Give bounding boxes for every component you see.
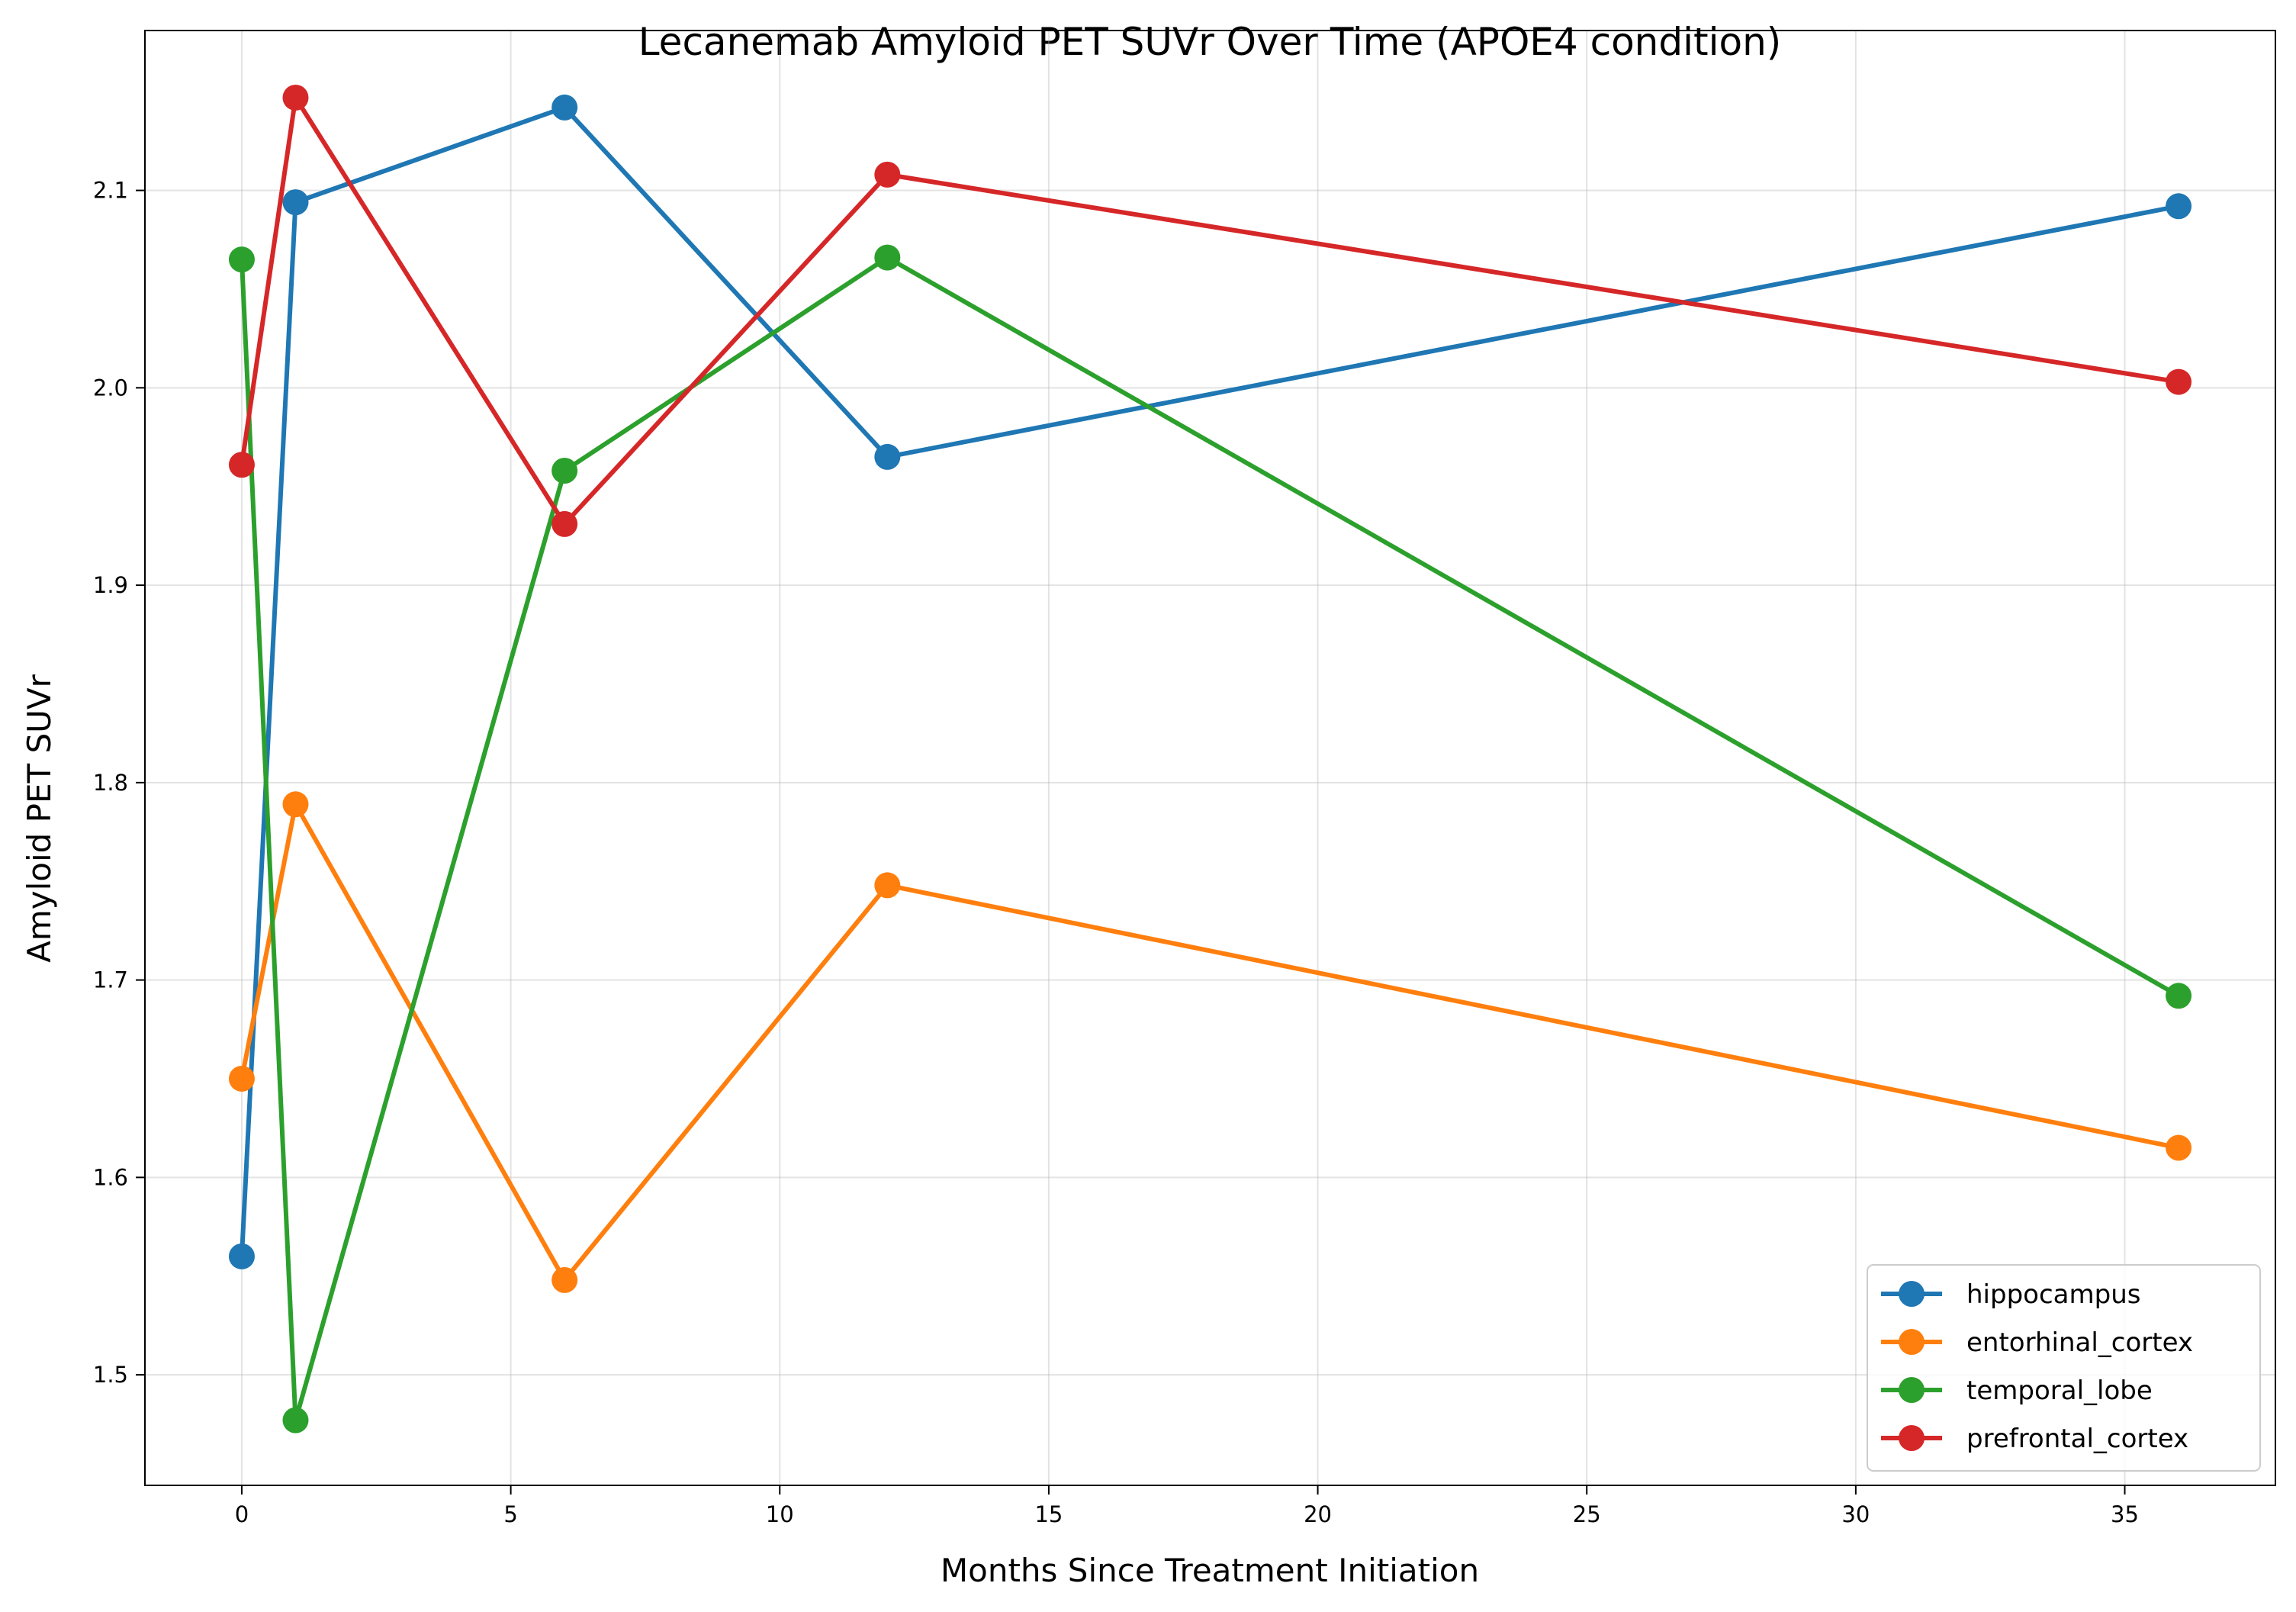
x-tick-label: 15 bbox=[1034, 1501, 1063, 1527]
y-tick-label: 1.6 bbox=[93, 1164, 128, 1190]
data-point bbox=[282, 84, 309, 111]
data-point bbox=[2166, 368, 2192, 395]
x-tick-label: 20 bbox=[1304, 1501, 1332, 1527]
legend-marker bbox=[1899, 1329, 1925, 1355]
legend-label: temporal_lobe bbox=[1966, 1376, 2153, 1406]
data-point bbox=[874, 161, 901, 188]
y-axis-label: Amyloid PET SUVr bbox=[21, 674, 58, 963]
data-point bbox=[874, 244, 901, 271]
data-point bbox=[282, 189, 309, 216]
chart-title: Lecanemab Amyloid PET SUVr Over Time (AP… bbox=[638, 20, 1782, 64]
x-tick-label: 25 bbox=[1573, 1501, 1601, 1527]
legend-item: temporal_lobe bbox=[1881, 1376, 2153, 1406]
data-point bbox=[282, 1407, 309, 1433]
data-point bbox=[2166, 193, 2192, 220]
tick-layer: 0 5 10 15 20 25 30 35 1.5 1.6 1.7 1.8 1.9 2.0 2.1 bbox=[93, 178, 2139, 1527]
series-layer bbox=[228, 84, 2192, 1433]
grid-layer bbox=[145, 31, 2275, 1485]
data-point bbox=[551, 1266, 578, 1293]
y-tick-label: 1.9 bbox=[93, 572, 128, 598]
y-tick-label: 1.7 bbox=[93, 967, 128, 993]
legend-label: hippocampus bbox=[1966, 1279, 2140, 1310]
data-point bbox=[228, 1243, 255, 1269]
legend-item: prefrontal_cortex bbox=[1881, 1424, 2188, 1454]
data-point bbox=[551, 510, 578, 537]
x-tick-label: 5 bbox=[503, 1501, 517, 1527]
legend-label: entorhinal_cortex bbox=[1966, 1327, 2193, 1358]
legend-label: prefrontal_cortex bbox=[1966, 1424, 2188, 1454]
data-point bbox=[228, 452, 255, 478]
series-entorhinal_cortex bbox=[228, 791, 2192, 1293]
plot-area-frame bbox=[144, 30, 2276, 1486]
legend: hippocampus entorhinal_cortex temporal_lob… bbox=[1867, 1264, 2261, 1472]
x-axis-label: Months Since Treatment Initiation bbox=[941, 1552, 1479, 1589]
x-tick-label: 35 bbox=[2111, 1501, 2139, 1527]
data-point bbox=[2166, 1134, 2192, 1161]
legend-marker bbox=[1899, 1425, 1925, 1451]
y-tick-label: 1.8 bbox=[93, 770, 128, 796]
data-point bbox=[228, 246, 255, 273]
data-point bbox=[228, 1065, 255, 1092]
y-tick-label: 1.5 bbox=[93, 1362, 128, 1388]
x-tick-label: 30 bbox=[1841, 1501, 1870, 1527]
data-point bbox=[2166, 983, 2192, 1009]
data-point bbox=[282, 791, 309, 818]
data-point bbox=[551, 458, 578, 484]
legend-item: hippocampus bbox=[1881, 1279, 2140, 1310]
data-point bbox=[874, 872, 901, 899]
data-point bbox=[874, 443, 901, 470]
y-tick-label: 2.1 bbox=[93, 178, 128, 204]
series-prefrontal_cortex bbox=[228, 84, 2192, 537]
legend-marker bbox=[1899, 1377, 1925, 1403]
y-tick-label: 2.0 bbox=[93, 375, 128, 401]
series-hippocampus bbox=[228, 94, 2192, 1269]
legend-marker bbox=[1899, 1281, 1925, 1307]
x-tick-label: 10 bbox=[766, 1501, 794, 1527]
data-point bbox=[551, 94, 578, 121]
legend-item: entorhinal_cortex bbox=[1881, 1327, 2193, 1358]
x-tick-label: 0 bbox=[235, 1501, 249, 1527]
legend-frame bbox=[1867, 1264, 2261, 1472]
series-temporal_lobe bbox=[228, 244, 2192, 1433]
